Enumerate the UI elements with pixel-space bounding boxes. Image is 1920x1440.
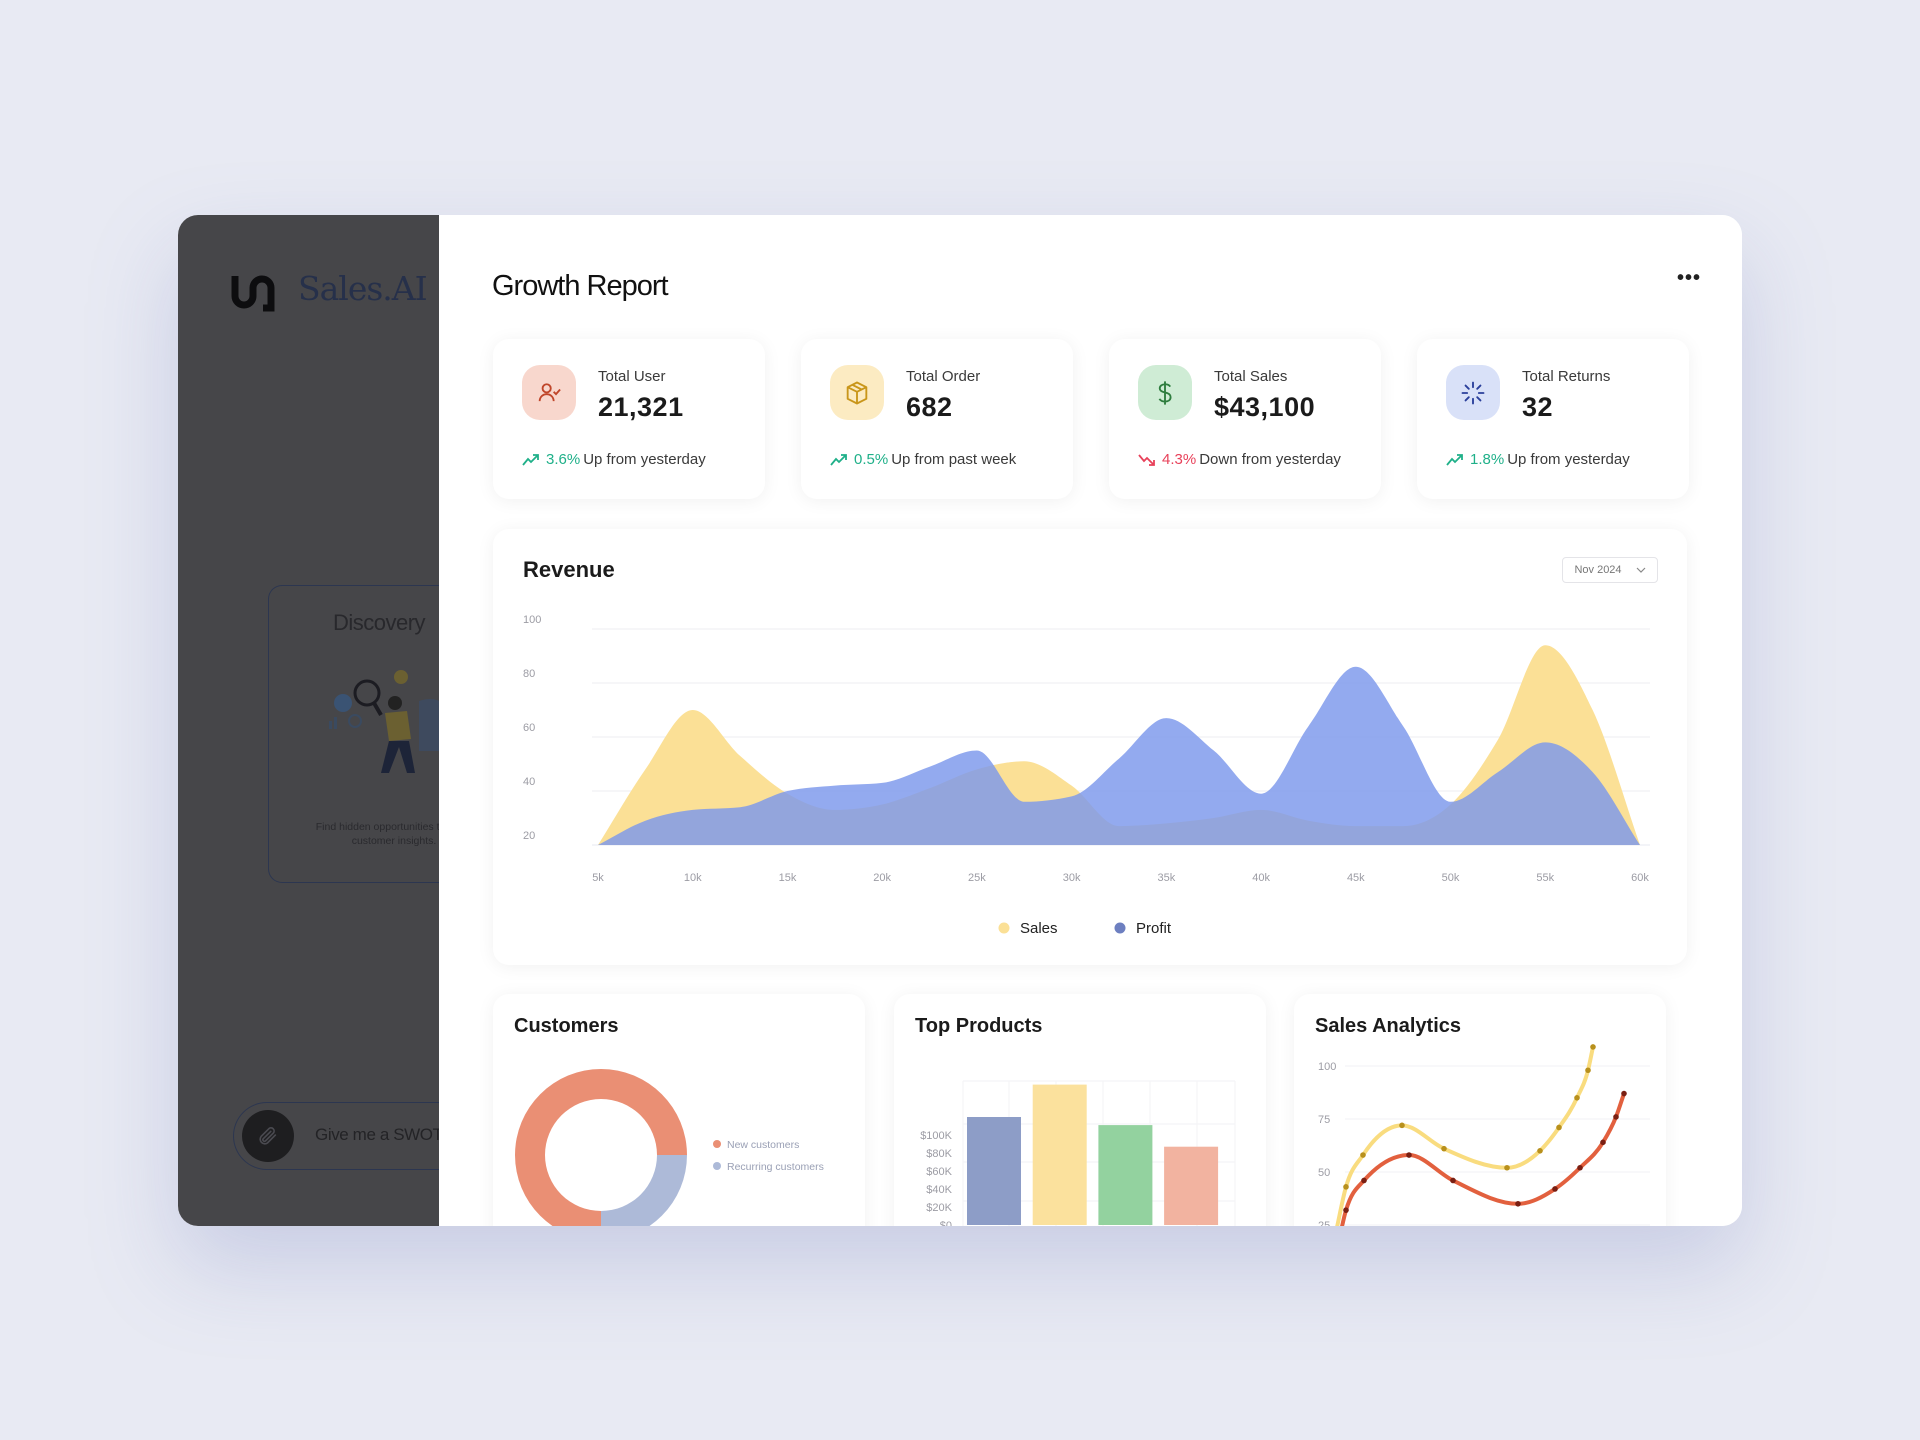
dollar-icon (1138, 365, 1192, 420)
revenue-title: Revenue (523, 557, 615, 582)
stat-label: Total Returns (1522, 368, 1611, 385)
sales-analytics-title: Sales Analytics (1315, 1015, 1462, 1037)
stat-value: 682 (906, 392, 953, 422)
stat-trend: 4.3% Down from yesterday (1138, 451, 1341, 468)
prompt-text: Give me a SWOT (315, 1125, 443, 1144)
box-icon (830, 365, 884, 420)
user-check-icon (522, 365, 576, 420)
loader-icon (1446, 365, 1500, 420)
revenue-card: Revenue Nov 2024 (493, 529, 1687, 965)
trend-up-icon (522, 453, 539, 466)
stat-card-total-order: Total Order 682 0.5% Up from past week (801, 339, 1073, 499)
stat-card-total-returns: Total Returns 32 1.8% Up from yesterday (1417, 339, 1689, 499)
customers-title: Customers (514, 1015, 619, 1037)
sales-analytics-card: Sales Analytics (1294, 994, 1666, 1226)
attach-button[interactable] (242, 1110, 294, 1162)
trend-up-icon (830, 453, 847, 466)
period-value: Nov 2024 (1574, 564, 1622, 576)
sidebar: Sales.AI Discovery Find hidden opportuni… (178, 215, 473, 1226)
stat-value: 21,321 (598, 392, 684, 422)
prompt-input[interactable]: Give me a SWOT (233, 1102, 473, 1170)
stat-trend: 1.8% Up from yesterday (1446, 451, 1630, 468)
discovery-description: Find hidden opportunities through custom… (315, 821, 473, 847)
stat-change: 1.8% (1470, 451, 1505, 468)
stat-note: Up from yesterday (1507, 451, 1630, 468)
brand-logo-icon (231, 275, 275, 312)
trend-down-icon (1138, 453, 1155, 466)
brand-name: Sales.AI (298, 269, 428, 308)
stat-note: Down from yesterday (1199, 451, 1341, 468)
stat-card-total-sales: Total Sales $43,100 4.3% Down from yeste… (1109, 339, 1381, 499)
app-window: Sales.AI Discovery Find hidden opportuni… (178, 215, 1742, 1226)
page-title: Growth Report (492, 270, 669, 302)
more-options-button[interactable]: ••• (1677, 267, 1702, 289)
stat-change: 0.5% (854, 451, 889, 468)
stat-value: 32 (1522, 392, 1554, 422)
top-products-card: Top Products (894, 994, 1266, 1226)
stat-trend: 3.6% Up from yesterday (522, 451, 706, 468)
paperclip-icon (259, 1127, 277, 1145)
stat-note: Up from yesterday (583, 451, 706, 468)
trend-up-icon (1446, 453, 1463, 466)
stat-trend: 0.5% Up from past week (830, 451, 1016, 468)
chevron-down-icon (1636, 567, 1645, 573)
top-products-title: Top Products (915, 1015, 1043, 1037)
period-dropdown[interactable]: Nov 2024 (1562, 557, 1658, 583)
stat-change: 3.6% (546, 451, 581, 468)
stat-label: Total Order (906, 368, 981, 385)
stat-value: $43,100 (1214, 392, 1316, 422)
stat-note: Up from past week (891, 451, 1017, 468)
discovery-title: Discovery (332, 610, 426, 635)
stat-label: Total Sales (1214, 368, 1288, 385)
stat-card-total-user: Total User 21,321 3.6% Up from yesterday (493, 339, 765, 499)
stat-label: Total User (598, 368, 666, 385)
stat-change: 4.3% (1162, 451, 1197, 468)
main-content: Growth Report ••• Total User 21,321 3.6%… (439, 215, 1742, 1226)
customers-card: Customers (493, 994, 865, 1226)
discovery-card[interactable]: Discovery Find hidden opportunities thro… (268, 585, 472, 883)
